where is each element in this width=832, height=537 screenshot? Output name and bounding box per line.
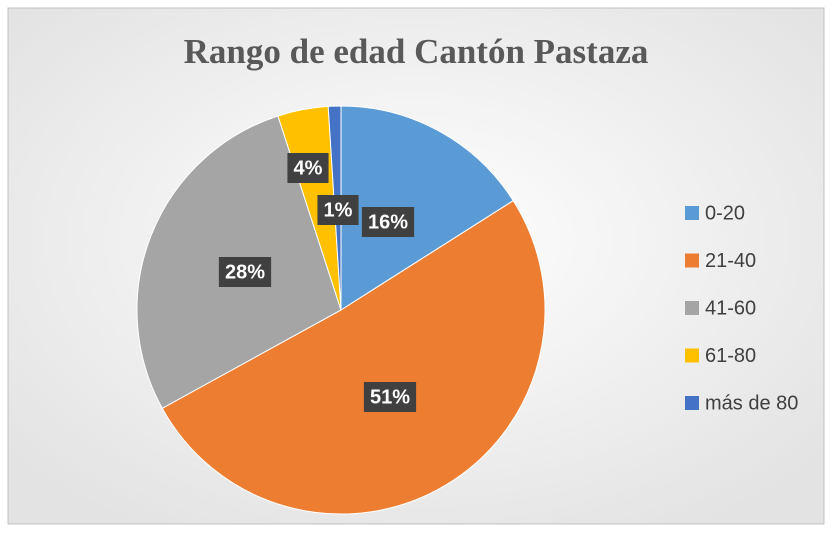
data-label: 4%	[294, 157, 323, 179]
data-label-box	[287, 153, 329, 183]
legend-swatch	[685, 396, 699, 410]
legend-label: 0-20	[705, 202, 745, 224]
legend-swatch	[685, 301, 699, 315]
legend-swatch	[685, 206, 699, 220]
legend-label: 41-60	[705, 297, 756, 319]
data-label-box	[361, 207, 415, 237]
legend: 0-20 21-40 41-60 61-80 más de 80	[685, 202, 798, 414]
data-label: 1%	[324, 199, 353, 221]
data-label-box	[317, 195, 359, 225]
data-label: 28%	[225, 261, 265, 283]
legend-swatch	[685, 253, 699, 268]
pie-slice	[161, 200, 546, 515]
data-label-box	[363, 382, 417, 412]
pie-slice	[340, 105, 514, 311]
data-label-box	[218, 257, 272, 287]
data-label: 51%	[370, 386, 410, 408]
legend-label: más de 80	[705, 392, 798, 414]
pie	[136, 105, 546, 515]
legend-label: 61-80	[705, 345, 756, 367]
legend-swatch	[685, 348, 699, 363]
data-label: 16%	[368, 211, 408, 233]
chart-title: Rango de edad Cantón Pastaza	[184, 32, 649, 71]
legend-label: 21-40	[705, 250, 756, 272]
data-labels: 16% 51% 28% 4%1%	[218, 153, 417, 412]
